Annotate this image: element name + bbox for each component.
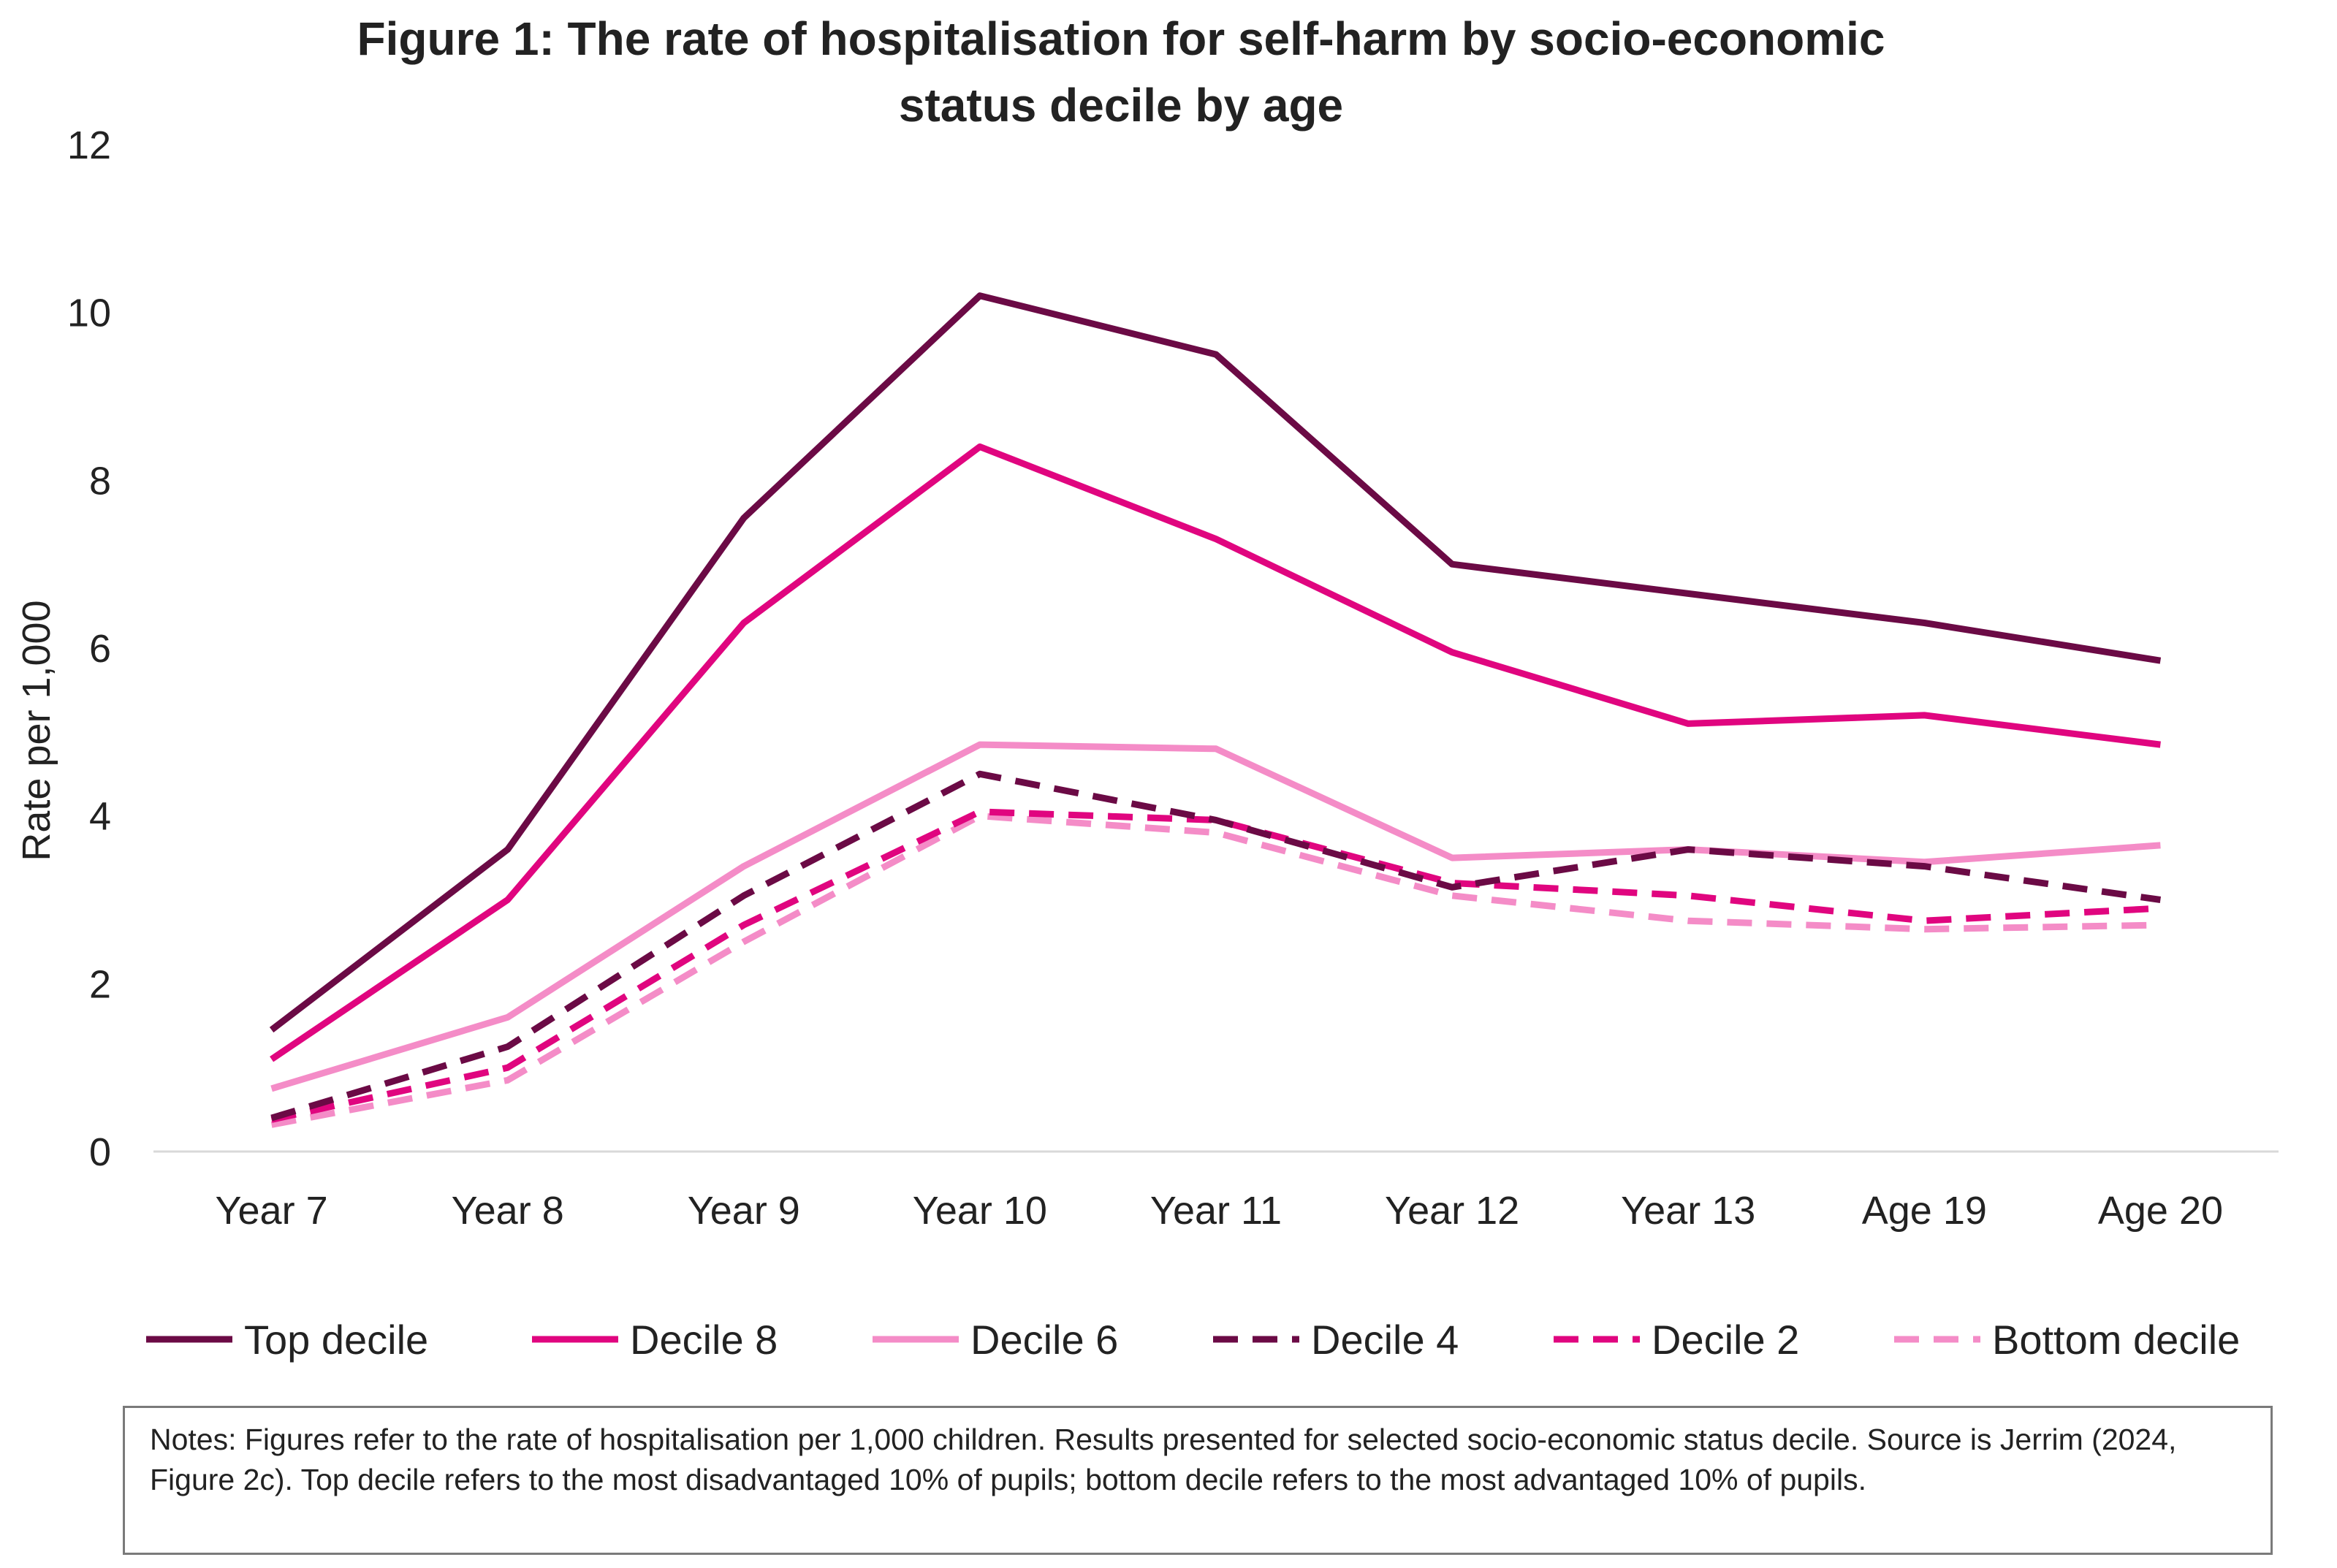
x-tick-label: Year 12	[1385, 1189, 1519, 1233]
y-axis-ticks: 0 2 4 6 8 10 12	[67, 123, 111, 1174]
notes-box: Notes: Figures refer to the rate of hosp…	[123, 1406, 2273, 1555]
y-tick-label: 2	[89, 962, 111, 1006]
y-tick-label: 12	[67, 123, 111, 167]
x-tick-label: Age 20	[2098, 1189, 2223, 1233]
y-tick-label: 0	[89, 1130, 111, 1174]
legend-label: Decile 8	[630, 1317, 778, 1363]
series-line-bottom-decile	[270, 812, 2161, 1128]
x-tick-label: Year 8	[452, 1189, 564, 1233]
legend-label: Decile 4	[1311, 1317, 1459, 1363]
legend: Top decile Decile 8 Decile 6 Decile 4 Decile…	[146, 1317, 2240, 1363]
series-line-top-decile	[269, 292, 2162, 1033]
y-tick-label: 8	[89, 459, 111, 503]
y-tick-label: 6	[89, 627, 111, 671]
chart-title-line-1: Figure 1: The rate of hospitalisation fo…	[357, 12, 1885, 65]
legend-label: Top decile	[244, 1317, 428, 1363]
y-tick-label: 4	[89, 795, 111, 839]
legend-label: Decile 6	[970, 1317, 1118, 1363]
x-axis-ticks: Year 7 Year 8 Year 9 Year 10 Year 11 Year 12 Y…	[215, 1189, 2223, 1233]
y-tick-label: 10	[67, 292, 111, 335]
chart-title-line-2: status decile by age	[899, 79, 1343, 132]
x-tick-label: Year 10	[913, 1189, 1047, 1233]
y-axis-label: Rate per 1,000	[15, 600, 58, 861]
series-line-decile-2	[270, 808, 2161, 1123]
series-line-decile-8	[270, 443, 2161, 1062]
legend-label: Decile 2	[1652, 1317, 1799, 1363]
x-tick-label: Age 19	[1862, 1189, 1987, 1233]
x-tick-label: Year 7	[215, 1189, 327, 1233]
x-tick-label: Year 11	[1150, 1189, 1282, 1233]
series-line-decile-4	[270, 770, 2162, 1122]
series-lines	[269, 292, 2162, 1128]
x-tick-label: Year 13	[1621, 1189, 1755, 1233]
legend-label: Bottom decile	[1992, 1317, 2240, 1363]
x-tick-label: Year 9	[688, 1189, 800, 1233]
